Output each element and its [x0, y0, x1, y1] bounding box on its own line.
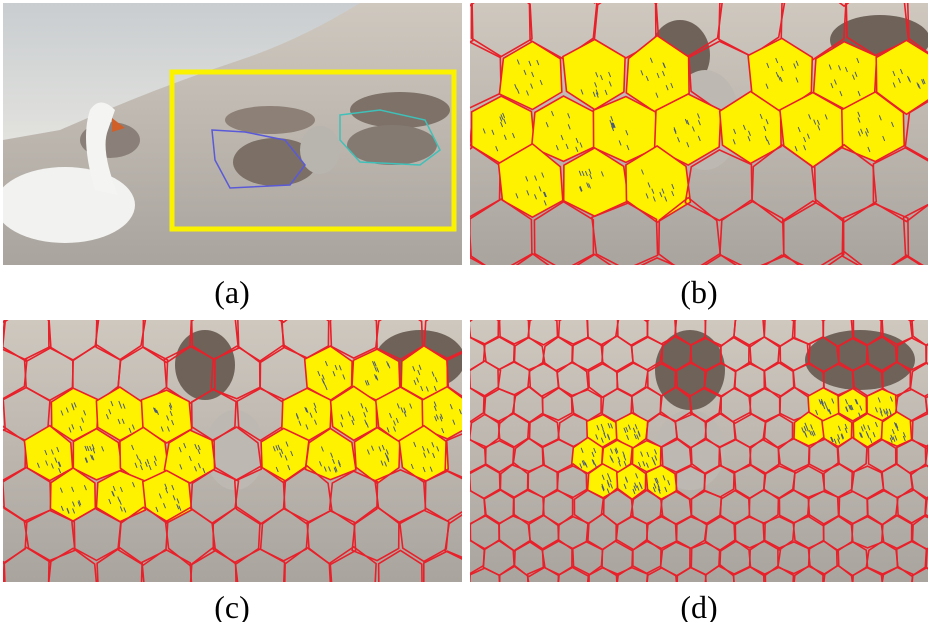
superpixel [118, 266, 167, 319]
superpixel [874, 255, 928, 323]
caption: (b) [680, 274, 717, 310]
panel-d-image [425, 285, 928, 603]
superpixel [867, 287, 898, 319]
superpixel [515, 285, 545, 321]
superpixel [566, 0, 629, 3]
superpixel [485, 285, 515, 318]
superpixel [778, 285, 810, 321]
superpixel [809, 287, 839, 321]
superpixel [572, 286, 603, 319]
superpixel [562, 255, 628, 328]
caption: (c) [214, 589, 250, 622]
superpixel [75, 264, 122, 320]
superpixel [837, 287, 868, 320]
superpixel [306, 268, 354, 320]
panel-c-image [0, 264, 519, 606]
panel-a-image [0, 3, 462, 265]
superpixel [455, 287, 486, 322]
superpixel [751, 255, 816, 324]
superpixel [448, 265, 493, 320]
superpixel [602, 287, 632, 320]
caption: (d) [680, 589, 717, 622]
superpixel [874, 0, 928, 2]
superpixel [378, 0, 439, 3]
superpixel [354, 265, 401, 318]
superpixel [631, 286, 661, 321]
superpixel [401, 266, 450, 319]
page: (a) (b) (c) (d) (() => { const data = JS… [0, 0, 928, 622]
superpixel [440, 258, 503, 328]
superpixel [0, 267, 28, 322]
superpixel [750, 285, 779, 320]
superpixel [258, 266, 305, 322]
superpixel [623, 0, 689, 3]
caption: (a) [214, 274, 250, 310]
superpixel [749, 0, 813, 2]
superpixel [897, 287, 928, 321]
superpixel [427, 286, 456, 320]
superpixel [0, 470, 2, 523]
superpixel [164, 266, 214, 319]
superpixel [720, 286, 751, 319]
figure: (a) (b) (c) (d) [0, 0, 928, 622]
superpixel [685, 0, 752, 1]
superpixel [26, 265, 74, 318]
superpixel [542, 286, 573, 320]
superpixel [377, 254, 437, 328]
